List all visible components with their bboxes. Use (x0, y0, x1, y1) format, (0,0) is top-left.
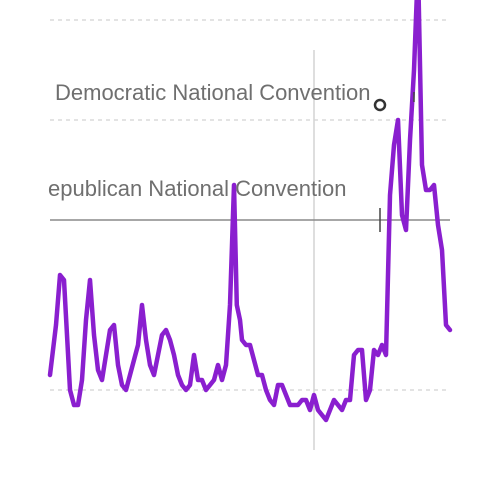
reference-lines (50, 50, 450, 450)
annotations: Democratic National Convention epublican … (48, 80, 415, 232)
series-line-0 (47, 0, 453, 423)
gridlines (50, 19, 450, 391)
annotation-label-1: epublican National Convention (48, 176, 346, 201)
series-layer (47, 0, 453, 423)
annotation-label-0: Democratic National Convention (55, 80, 371, 105)
annotation-marker-1 (373, 98, 387, 112)
